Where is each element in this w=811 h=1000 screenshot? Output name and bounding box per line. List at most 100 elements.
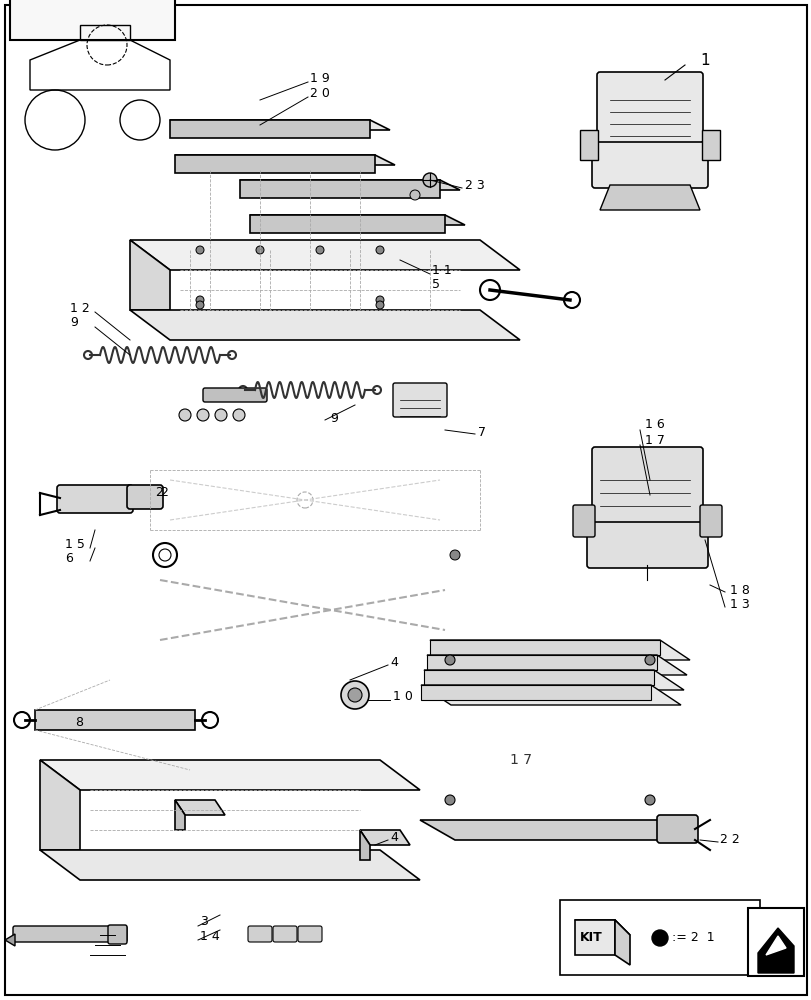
Polygon shape: [5, 934, 15, 946]
Polygon shape: [175, 800, 185, 830]
Text: 1 8: 1 8: [729, 584, 749, 596]
Text: 1 4: 1 4: [200, 930, 220, 943]
FancyBboxPatch shape: [272, 926, 297, 942]
Polygon shape: [420, 685, 680, 705]
Polygon shape: [423, 670, 683, 690]
Polygon shape: [423, 670, 653, 685]
Circle shape: [315, 246, 324, 254]
Polygon shape: [250, 215, 444, 233]
Circle shape: [195, 301, 204, 309]
Polygon shape: [419, 820, 694, 840]
FancyBboxPatch shape: [393, 383, 446, 417]
Circle shape: [195, 246, 204, 254]
Polygon shape: [250, 215, 465, 225]
Polygon shape: [130, 240, 169, 310]
Circle shape: [348, 688, 362, 702]
Polygon shape: [175, 155, 375, 173]
Text: 1 6: 1 6: [644, 418, 664, 432]
Text: 1: 1: [699, 53, 709, 68]
Polygon shape: [40, 760, 419, 790]
Bar: [747, 908, 803, 976]
Polygon shape: [169, 120, 389, 130]
Polygon shape: [427, 655, 656, 670]
Polygon shape: [757, 928, 793, 973]
Text: 1 7: 1 7: [509, 753, 531, 767]
Circle shape: [423, 173, 436, 187]
Circle shape: [233, 409, 245, 421]
Circle shape: [449, 550, 460, 560]
Text: 9: 9: [70, 316, 78, 330]
Circle shape: [375, 301, 384, 309]
FancyBboxPatch shape: [573, 505, 594, 537]
Text: 2 0: 2 0: [310, 87, 329, 100]
Circle shape: [644, 655, 654, 665]
Polygon shape: [240, 180, 440, 198]
Text: 1 9: 1 9: [310, 72, 329, 85]
Polygon shape: [430, 640, 659, 655]
Circle shape: [410, 190, 419, 200]
Polygon shape: [240, 180, 460, 190]
Polygon shape: [169, 120, 370, 138]
FancyBboxPatch shape: [656, 815, 697, 843]
Circle shape: [195, 296, 204, 304]
Text: 4: 4: [389, 656, 397, 668]
FancyBboxPatch shape: [699, 505, 721, 537]
Text: 2: 2: [160, 486, 168, 498]
Bar: [560, 900, 759, 975]
Circle shape: [644, 795, 654, 805]
Circle shape: [255, 246, 264, 254]
Text: 1 3: 1 3: [729, 598, 749, 611]
FancyBboxPatch shape: [203, 388, 267, 402]
Polygon shape: [175, 155, 394, 165]
FancyBboxPatch shape: [591, 447, 702, 523]
FancyBboxPatch shape: [298, 926, 322, 942]
Text: 1 1: 1 1: [431, 263, 451, 276]
Text: := 2  1: := 2 1: [672, 931, 714, 944]
Text: 5: 5: [431, 278, 440, 292]
Polygon shape: [40, 850, 419, 880]
Polygon shape: [420, 685, 650, 700]
Text: 7: 7: [478, 426, 486, 438]
Circle shape: [444, 795, 454, 805]
Polygon shape: [130, 310, 519, 340]
Circle shape: [215, 409, 227, 421]
FancyBboxPatch shape: [591, 142, 707, 188]
Text: 2 3: 2 3: [465, 179, 484, 192]
Bar: [579, 130, 597, 160]
Text: 8: 8: [75, 715, 83, 728]
Polygon shape: [40, 760, 80, 850]
Bar: [702, 130, 719, 160]
Text: 9: 9: [329, 412, 337, 424]
Circle shape: [375, 246, 384, 254]
FancyBboxPatch shape: [596, 72, 702, 143]
FancyBboxPatch shape: [127, 485, 163, 509]
Text: 2: 2: [155, 486, 163, 498]
Circle shape: [297, 492, 312, 508]
Polygon shape: [574, 920, 614, 955]
Text: 2 2: 2 2: [719, 833, 739, 846]
Polygon shape: [614, 920, 629, 965]
FancyBboxPatch shape: [108, 925, 127, 944]
FancyBboxPatch shape: [586, 522, 707, 568]
Text: 4: 4: [389, 831, 397, 844]
FancyBboxPatch shape: [13, 926, 127, 942]
Circle shape: [341, 681, 368, 709]
Bar: [35, 710, 195, 730]
Polygon shape: [427, 655, 686, 675]
Polygon shape: [359, 830, 370, 860]
Polygon shape: [130, 240, 519, 270]
Text: KIT: KIT: [579, 931, 602, 944]
Polygon shape: [599, 185, 699, 210]
Text: 1 7: 1 7: [644, 434, 664, 446]
Circle shape: [197, 409, 208, 421]
Polygon shape: [175, 800, 225, 815]
Circle shape: [178, 409, 191, 421]
Text: 6: 6: [65, 552, 73, 564]
Polygon shape: [765, 936, 785, 955]
Polygon shape: [574, 920, 629, 935]
Bar: [10, 0, 175, 40]
Text: 3: 3: [200, 915, 208, 928]
Text: 1 5: 1 5: [65, 538, 85, 552]
Text: 1 0: 1 0: [393, 690, 412, 704]
Polygon shape: [430, 640, 689, 660]
